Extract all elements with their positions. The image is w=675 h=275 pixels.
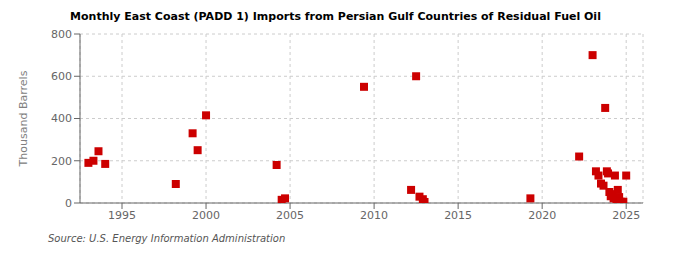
svg-text:200: 200 [51,155,72,168]
svg-text:2010: 2010 [360,209,388,222]
svg-text:600: 600 [51,70,72,83]
svg-text:2005: 2005 [276,209,304,222]
svg-text:1995: 1995 [108,209,136,222]
svg-text:0: 0 [65,197,72,210]
svg-text:2020: 2020 [528,209,556,222]
svg-text:800: 800 [51,28,72,41]
svg-text:Thousand Barrels: Thousand Barrels [17,70,30,167]
html-text:Monthly East Coast (PADD 1) Im: Monthly East Coast (PADD 1) Imports from… [70,10,601,23]
html-text:Source: U.S. Energy Informatio: Source: U.S. Energy Information Administ… [48,233,286,244]
svg-text:2025: 2025 [612,209,640,222]
svg-text:2015: 2015 [444,209,472,222]
svg-text:400: 400 [51,112,72,125]
svg-text:2000: 2000 [192,209,220,222]
